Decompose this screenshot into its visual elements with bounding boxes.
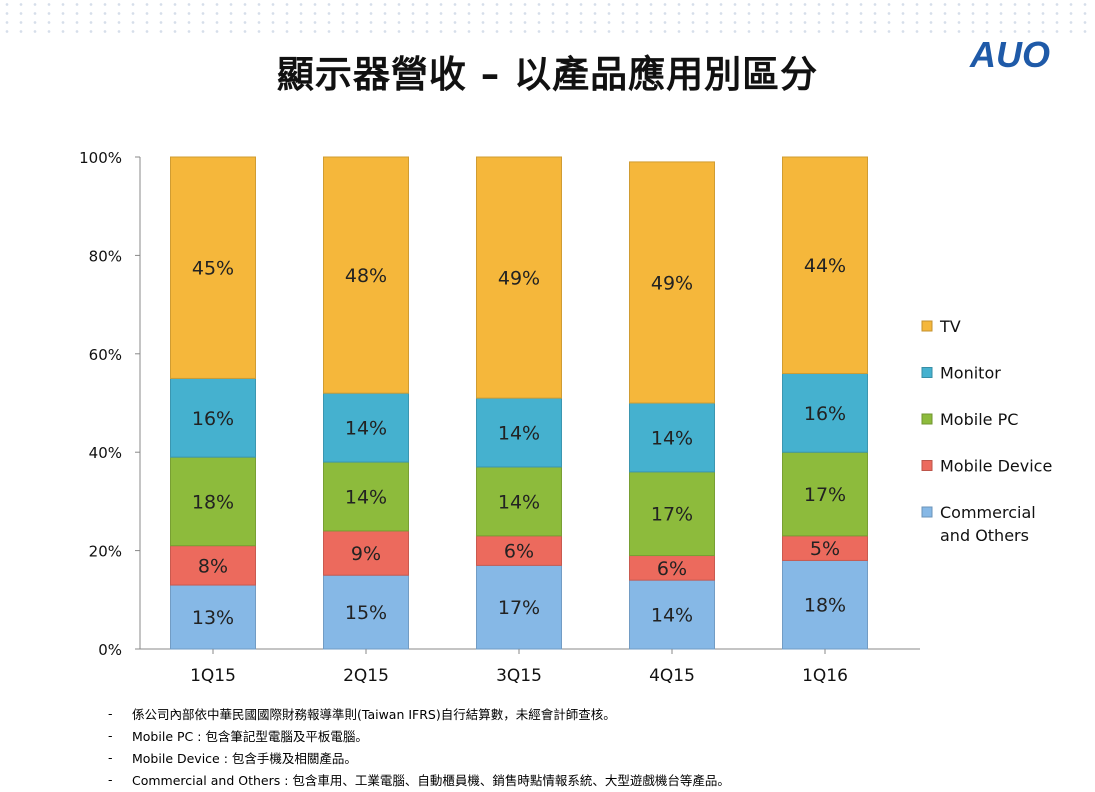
x-tick-label: 2Q15 <box>343 666 389 686</box>
data-label: 15% <box>345 602 387 624</box>
footnote-bullet: - <box>108 705 113 721</box>
data-label: 14% <box>498 491 540 513</box>
legend-swatch-monitor <box>921 367 933 378</box>
data-label: 18% <box>804 595 846 617</box>
bar-segment-commercial <box>782 559 868 650</box>
legend-label: Monitor <box>940 364 1001 383</box>
bar-segment-tv <box>323 156 409 394</box>
logo-text: AUO <box>969 34 1050 74</box>
footnotes: - 係公司內部依中華民國國際財務報導準則(Taiwan IFRS)自行結算數，未… <box>108 702 1068 790</box>
bar-segment-mobile_device <box>323 530 409 576</box>
bar-segment-monitor <box>323 392 409 463</box>
bar-segment-mobile_pc <box>629 471 715 557</box>
footnote-text: Commercial and Others : 包含車用、工業電腦、自動櫃員機、… <box>132 772 730 788</box>
bar-segment-mobile_pc <box>476 466 562 537</box>
legend-label: Commercial <box>940 503 1036 522</box>
footnote-bullet: - <box>108 727 113 743</box>
bar-segment-tv <box>782 156 868 374</box>
x-tick-label: 1Q16 <box>802 666 848 686</box>
bar-segment-mobile_pc <box>170 456 256 547</box>
data-label: 8% <box>198 555 228 577</box>
data-label: 14% <box>345 486 387 508</box>
bar-segment-mobile_device <box>629 555 715 581</box>
bar-segment-monitor <box>170 377 256 458</box>
data-label: 49% <box>498 268 540 290</box>
bar-segment-monitor <box>782 372 868 453</box>
data-label: 45% <box>192 258 234 280</box>
x-tick-label: 3Q15 <box>496 666 542 686</box>
header-dot-pattern <box>0 0 1095 34</box>
y-tick-label: 80% <box>89 247 122 265</box>
bar-segment-mobile_device <box>476 535 562 566</box>
data-label: 17% <box>498 597 540 619</box>
stacked-bar-chart: 0% 20% 40% 60% 80% 100% 13% 8% 18% 16% 45% 1Q15 15% 9… <box>79 149 1052 686</box>
legend-label: TV <box>939 317 961 336</box>
data-label: 48% <box>345 265 387 287</box>
data-label: 5% <box>810 538 840 560</box>
legend-swatch-tv <box>921 320 933 332</box>
footnote-text: 係公司內部依中華民國國際財務報導準則(Taiwan IFRS)自行結算數，未經會… <box>132 706 616 722</box>
data-label: 14% <box>651 605 693 627</box>
bar-segment-mobile_device <box>170 545 256 586</box>
footnote-bullet: - <box>108 771 113 787</box>
legend-label: Mobile Device <box>940 457 1052 476</box>
data-label: 16% <box>804 403 846 425</box>
data-label: 14% <box>651 427 693 449</box>
legend-label: Mobile PC <box>940 410 1018 429</box>
x-tick-label: 4Q15 <box>649 666 695 686</box>
data-label: 17% <box>651 504 693 526</box>
footnote-text: Mobile PC : 包含筆記型電腦及平板電腦。 <box>132 728 368 744</box>
footnote-item: - Mobile PC : 包含筆記型電腦及平板電腦。 <box>108 724 1068 746</box>
bar-segment-monitor <box>476 397 562 468</box>
data-label: 44% <box>804 255 846 277</box>
footnote-item: - Commercial and Others : 包含車用、工業電腦、自動櫃員… <box>108 768 1068 790</box>
footnote-item: - Mobile Device : 包含手機及相關產品。 <box>108 746 1068 768</box>
data-label: 16% <box>192 408 234 430</box>
y-tick-label: 40% <box>89 444 122 462</box>
y-tick-label: 0% <box>98 641 122 659</box>
data-label: 14% <box>498 423 540 445</box>
y-tick-label: 20% <box>89 543 122 561</box>
bar-segment-tv <box>170 156 256 379</box>
bar-segment-monitor <box>629 402 715 473</box>
data-label: 6% <box>504 541 534 563</box>
data-label: 17% <box>804 484 846 506</box>
data-label: 14% <box>345 418 387 440</box>
bar-segment-tv <box>629 161 715 404</box>
bar-segment-mobile_pc <box>782 451 868 537</box>
footnote-text: Mobile Device : 包含手機及相關產品。 <box>132 750 357 766</box>
bar-segment-mobile_pc <box>323 461 409 532</box>
footnote-bullet: - <box>108 749 113 765</box>
bar-segment-commercial <box>323 574 409 650</box>
legend-swatch-mobile_pc <box>921 413 933 425</box>
y-tick-label: 100% <box>79 149 122 167</box>
bar-segment-commercial <box>629 579 715 650</box>
data-label: 18% <box>192 491 234 513</box>
auo-logo: AUO <box>969 34 1050 74</box>
legend-swatch-mobile_device <box>921 460 933 471</box>
legend-swatch-commercial <box>921 506 933 518</box>
data-label: 9% <box>351 543 381 565</box>
data-label: 49% <box>651 272 693 294</box>
bar-segment-commercial <box>476 564 562 650</box>
bar-segment-tv <box>476 156 562 399</box>
data-label: 6% <box>657 558 687 580</box>
y-tick-label: 60% <box>89 346 122 364</box>
bar-segment-commercial <box>170 584 256 650</box>
x-tick-label: 1Q15 <box>190 666 236 686</box>
bar-segment-mobile_device <box>782 535 868 561</box>
legend-label: and Others <box>940 526 1029 545</box>
footnote-item: - 係公司內部依中華民國國際財務報導準則(Taiwan IFRS)自行結算數，未… <box>108 702 1068 724</box>
page-title: 顯示器營收 – 以產品應用別區分 <box>276 53 819 96</box>
data-label: 13% <box>192 607 234 629</box>
